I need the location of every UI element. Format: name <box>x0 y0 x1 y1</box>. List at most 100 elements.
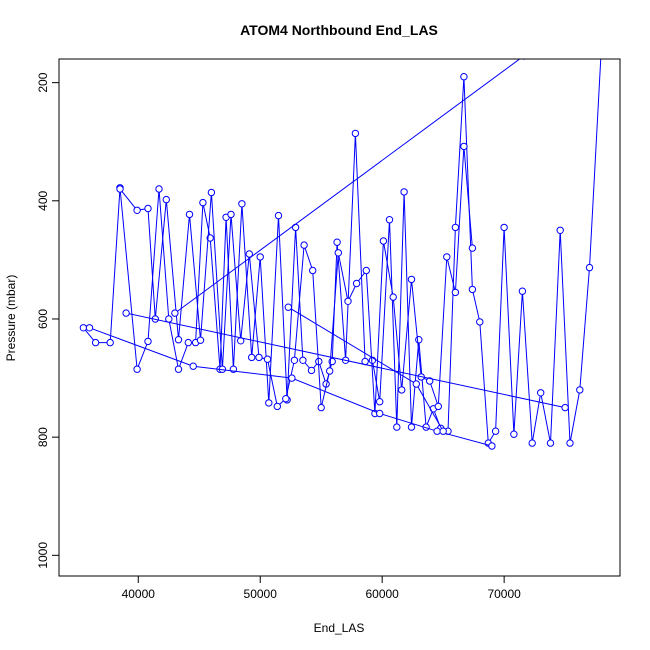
data-point <box>433 427 441 435</box>
data-point <box>207 188 216 197</box>
data-point <box>460 73 468 81</box>
chart-title: ATOM4 Northbound End_LAS <box>240 22 438 38</box>
data-point <box>273 402 281 411</box>
data-point <box>439 427 447 435</box>
data-point <box>561 403 569 412</box>
data-point <box>155 185 163 193</box>
data-point <box>426 377 434 385</box>
data-point <box>199 198 207 207</box>
data-point <box>144 337 152 346</box>
data-point <box>379 237 388 245</box>
data-point <box>468 285 477 294</box>
data-point <box>407 423 416 431</box>
data-point <box>400 188 408 196</box>
data-point <box>317 403 325 412</box>
data-point <box>468 244 477 252</box>
data-point <box>476 318 484 326</box>
data-point <box>227 210 235 219</box>
y-tick-label: 800 <box>36 427 50 447</box>
data-point <box>255 353 263 362</box>
data-point <box>415 336 423 344</box>
y-tick-label: 200 <box>36 72 50 92</box>
series-line <box>125 312 566 409</box>
series-line <box>89 327 493 447</box>
data-point <box>412 380 420 388</box>
data-point <box>263 355 272 363</box>
data-point <box>500 223 508 232</box>
data-point <box>274 211 283 220</box>
plot-frame <box>58 58 621 577</box>
data-point <box>398 386 406 394</box>
data-point <box>290 356 299 364</box>
data-point <box>407 275 416 284</box>
data-point <box>488 442 496 450</box>
data-point <box>165 315 173 323</box>
data-point <box>245 250 254 258</box>
data-point <box>291 223 300 232</box>
data-point <box>510 430 518 438</box>
data-point <box>79 324 88 332</box>
data-point <box>566 439 574 447</box>
y-tick-label: 1000 <box>36 542 50 569</box>
data-point <box>389 293 397 301</box>
data-point <box>106 338 114 347</box>
data-point <box>256 253 264 261</box>
data-point <box>443 253 451 261</box>
data-point <box>122 309 130 317</box>
series-line <box>174 59 521 314</box>
data-point <box>344 297 352 305</box>
data-point <box>434 402 442 411</box>
data-point <box>196 336 205 344</box>
x-tick-label: 40000 <box>122 587 156 601</box>
data-point <box>133 206 141 215</box>
data-point <box>491 427 500 435</box>
data-point <box>284 303 292 311</box>
x-axis-label: End_LAS <box>314 621 365 635</box>
data-point <box>451 288 460 297</box>
x-tick-label: 70000 <box>487 587 521 601</box>
data-point <box>238 200 246 208</box>
data-point <box>556 226 564 235</box>
data-point <box>144 204 152 213</box>
data-point <box>300 241 308 249</box>
x-tick-label: 50000 <box>244 587 278 601</box>
data-point <box>528 439 536 447</box>
data-point <box>326 367 334 375</box>
data-point <box>174 336 183 344</box>
data-point <box>248 353 256 362</box>
data-point <box>184 338 193 347</box>
y-tick-label: 600 <box>36 309 50 329</box>
data-point <box>333 238 341 246</box>
data-point <box>460 142 468 151</box>
data-point <box>518 287 527 295</box>
y-axis-label: Pressure (mbar) <box>4 275 18 362</box>
data-point <box>351 129 360 138</box>
x-tick-label: 60000 <box>365 587 399 601</box>
data-point <box>309 266 317 275</box>
data-point <box>546 439 555 447</box>
data-point <box>585 263 594 272</box>
data-point <box>265 399 273 407</box>
data-point <box>376 398 384 406</box>
series-group <box>79 59 602 450</box>
data-point <box>85 324 94 332</box>
data-point <box>189 362 197 370</box>
data-point <box>352 279 361 288</box>
data-point <box>282 395 290 403</box>
data-point <box>521 59 526 60</box>
data-point <box>576 386 584 394</box>
data-point <box>133 365 141 373</box>
data-point <box>288 374 296 382</box>
data-point <box>376 409 384 418</box>
y-axis: 200 400 600 800 1000 <box>36 72 59 569</box>
data-point <box>385 216 394 224</box>
data-point <box>362 266 370 275</box>
data-point <box>307 366 316 375</box>
data-point <box>162 195 171 204</box>
data-point <box>299 356 307 364</box>
series-line <box>83 59 602 445</box>
data-point <box>91 338 100 347</box>
y-tick-label: 400 <box>36 190 50 210</box>
x-axis: 40000 50000 60000 70000 <box>122 576 521 601</box>
